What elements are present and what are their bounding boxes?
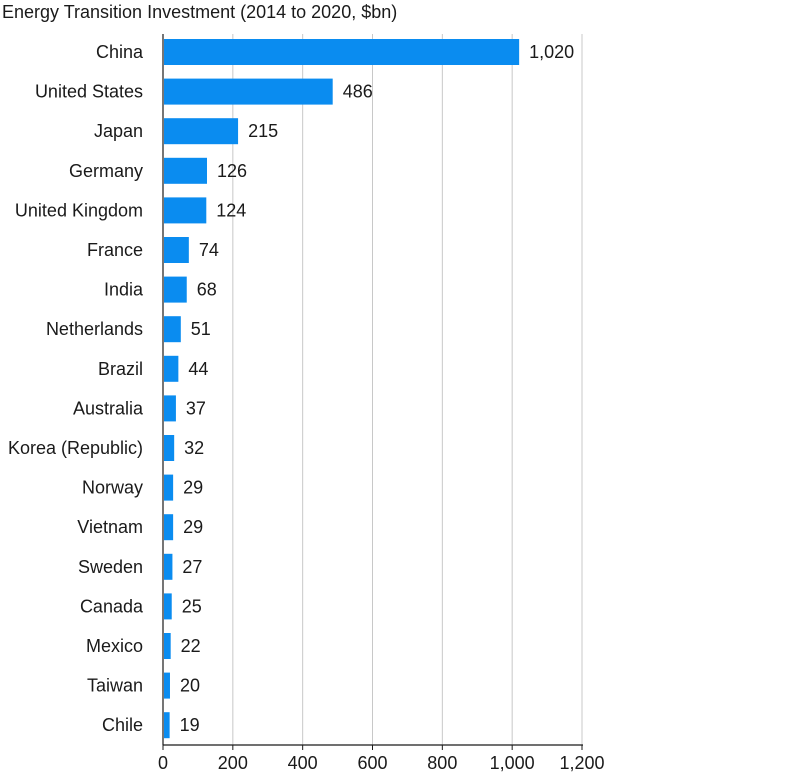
category-label: Mexico (86, 636, 143, 656)
bar (164, 355, 179, 382)
x-tick-label: 600 (357, 753, 387, 773)
bar (164, 712, 170, 739)
bar-value-label: 124 (216, 200, 246, 220)
bar (164, 316, 181, 343)
bar-value-label: 22 (181, 636, 201, 656)
bar (164, 78, 333, 105)
category-label: Taiwan (87, 676, 143, 696)
bar-value-label: 25 (182, 596, 202, 616)
bar (164, 237, 189, 263)
category-label: Japan (94, 121, 143, 141)
bar (164, 276, 187, 303)
axes (162, 34, 583, 750)
bar (164, 395, 176, 422)
bar-value-label: 126 (217, 161, 247, 181)
x-tick-labels: 0 200 400 600 800 1,000 1,200 (158, 753, 605, 773)
bar (164, 672, 170, 699)
category-labels: China United States Japan Germany United Kin… (8, 42, 144, 735)
category-label: Canada (80, 596, 144, 616)
bar-value-label: 32 (184, 438, 204, 458)
bar-value-label: 215 (248, 121, 278, 141)
category-label: United Kingdom (15, 200, 143, 220)
category-label: Vietnam (77, 517, 143, 537)
bar-value-label: 19 (180, 715, 200, 735)
bar-value-label: 37 (186, 398, 206, 418)
bar (164, 514, 174, 541)
category-label: Norway (82, 478, 143, 498)
bar (164, 435, 175, 461)
category-label: United States (35, 82, 143, 102)
x-tick-label: 800 (427, 753, 457, 773)
bar (164, 157, 207, 184)
bar-value-label: 68 (197, 280, 217, 300)
category-label: Sweden (78, 557, 143, 577)
category-label: Brazil (98, 359, 143, 379)
x-tick-label: 200 (218, 753, 248, 773)
bar-value-label: 74 (199, 240, 219, 260)
bar (164, 593, 172, 620)
bars (164, 39, 520, 739)
bar (164, 474, 174, 501)
bar-value-label: 20 (180, 676, 200, 696)
bar (164, 633, 171, 659)
bar-value-label: 29 (183, 517, 203, 537)
category-label: Chile (102, 715, 143, 735)
category-label: Australia (73, 398, 144, 418)
bar-value-label: 27 (182, 557, 202, 577)
bar (164, 553, 173, 580)
category-label: Netherlands (46, 319, 143, 339)
gridlines (232, 34, 583, 745)
category-label: China (96, 42, 144, 62)
x-tick-label: 400 (288, 753, 318, 773)
x-tick-label: 1,000 (490, 753, 535, 773)
bar-value-label: 486 (343, 82, 373, 102)
bar (164, 197, 207, 224)
bar-value-label: 51 (191, 319, 211, 339)
chart-title: Energy Transition Investment (2014 to 20… (2, 2, 398, 22)
bar (164, 118, 239, 145)
category-label: Germany (69, 161, 143, 181)
category-label: India (104, 280, 144, 300)
bar-value-label: 1,020 (529, 42, 574, 62)
bar-value-label: 44 (188, 359, 208, 379)
bar-value-label: 29 (183, 478, 203, 498)
category-label: France (87, 240, 143, 260)
bar (164, 39, 520, 65)
category-label: Korea (Republic) (8, 438, 143, 458)
x-tick-label: 1,200 (559, 753, 604, 773)
x-tick-label: 0 (158, 753, 168, 773)
